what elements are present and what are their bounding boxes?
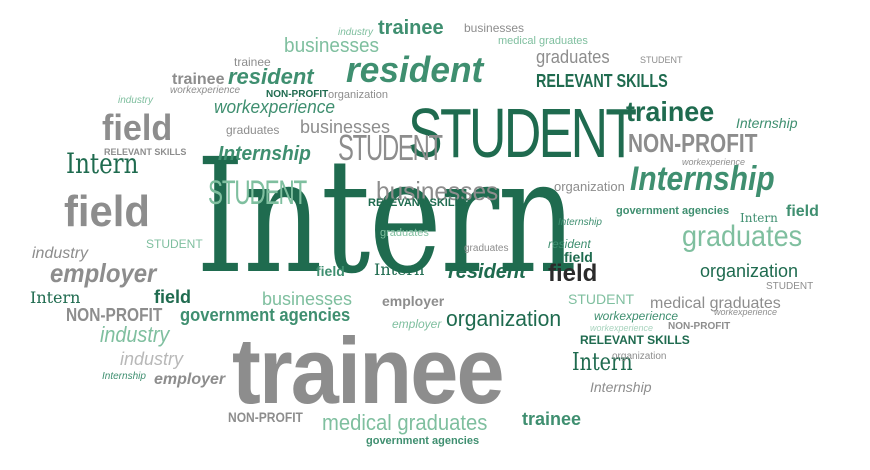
word-field-7: field xyxy=(564,249,593,265)
word-resident-2: resident xyxy=(228,64,314,89)
word-industry-5: industry xyxy=(118,95,154,106)
word-work-experience-2: workexperience xyxy=(170,85,241,96)
word-non-profit-3: NON-PROFIT xyxy=(228,409,303,425)
word-non-profit-5: NON-PROFIT xyxy=(668,321,731,332)
word-employer-3: employer xyxy=(382,293,445,309)
word-employer-4: employer xyxy=(392,317,442,331)
word-intern-4: Intern xyxy=(30,288,81,307)
word-graduates-2: graduates xyxy=(536,47,610,67)
word-employer-1: employer xyxy=(50,258,157,288)
word-student-5: STUDENT xyxy=(146,237,203,251)
word-intern-5: Intern xyxy=(374,260,425,279)
word-student-3: STUDENT xyxy=(208,174,307,212)
word-relevant-skills-4: RELEVANT SKILLS xyxy=(104,147,187,157)
word-resident-4: resident xyxy=(548,237,591,251)
word-relevant-skills-2: RELEVANT SKILLS xyxy=(580,333,690,347)
word-industry-4: industry xyxy=(338,27,374,38)
word-organization-3: organization xyxy=(554,179,625,194)
word-organization-2: organization xyxy=(700,261,799,281)
word-medical-graduates-3: medical graduates xyxy=(498,35,588,47)
word-industry-3: industry xyxy=(32,245,89,262)
word-resident: resident xyxy=(346,49,484,90)
word-organization-5: organization xyxy=(612,351,667,362)
word-non-profit-1: NON-PROFIT xyxy=(628,128,758,158)
word-field-5: field xyxy=(786,203,819,220)
word-field-6: field xyxy=(316,263,345,279)
word-student-2: STUDENT xyxy=(338,127,443,168)
word-graduates: graduates xyxy=(682,220,803,253)
word-field-3: field xyxy=(548,260,598,287)
word-field-4: field xyxy=(154,287,192,307)
word-graduates-3: graduates xyxy=(226,123,280,137)
word-trainee-6: trainee xyxy=(234,55,271,69)
word-non-profit-2: NON-PROFIT xyxy=(66,305,163,325)
word-internship-2: Internship xyxy=(218,143,311,165)
word-businesses-4: businesses xyxy=(262,289,353,309)
word-industry-2: industry xyxy=(120,349,184,369)
word-intern-3: Intern xyxy=(572,348,633,376)
word-businesses-3: businesses xyxy=(300,117,391,137)
word-government-agencies-1: government agencies xyxy=(180,305,351,325)
word-work-experience-1: workexperience xyxy=(214,97,336,117)
word-organization-4: organization xyxy=(328,89,388,101)
word-student-6: STUDENT xyxy=(766,281,814,292)
word-intern-2: Intern xyxy=(66,147,139,180)
word-non-profit-4: NON-PROFIT xyxy=(266,89,329,100)
word-internship-5: Internship xyxy=(102,371,146,382)
word-work-experience-4: workexperience xyxy=(714,307,778,317)
word-internship: Internship xyxy=(630,160,775,198)
word-organization-1: organization xyxy=(446,306,562,331)
word-student-main: STUDENT xyxy=(408,94,637,172)
word-government-agencies-2: government agencies xyxy=(616,205,730,217)
word-intern-6: Intern xyxy=(740,211,778,225)
word-work-experience-6: workexperience xyxy=(590,323,654,333)
word-graduates-5: graduates xyxy=(464,243,509,254)
word-trainee-4: trainee xyxy=(172,71,225,88)
word-trainee-3: trainee xyxy=(378,17,444,39)
word-businesses: businesses xyxy=(376,176,499,206)
word-businesses-2: businesses xyxy=(284,35,380,57)
word-internship-6: Internship xyxy=(558,217,602,228)
word-graduates-4: graduates xyxy=(380,227,429,239)
word-student-4: STUDENT xyxy=(568,291,635,307)
word-medical-graduates-1: medical graduates xyxy=(650,295,781,312)
word-field-2: field xyxy=(64,187,150,236)
word-relevant-skills-3: RELEVANT SKILLS xyxy=(368,197,469,209)
word-work-experience-5: workexperience xyxy=(682,157,746,167)
word-resident-3: resident xyxy=(448,261,526,283)
word-relevant-skills-1: RELEVANT SKILLS xyxy=(536,71,668,91)
word-government-agencies-3: government agencies xyxy=(366,435,480,447)
word-trainee-main: trainee xyxy=(232,318,505,423)
word-industry-1: industry xyxy=(100,322,170,347)
word-field-1: field xyxy=(102,107,173,148)
word-intern-main: Intern xyxy=(196,125,577,309)
word-employer-2: employer xyxy=(154,371,226,388)
word-businesses-5: businesses xyxy=(464,21,525,35)
word-work-experience-3: workexperience xyxy=(594,309,679,323)
word-medical-graduates-2: medical graduates xyxy=(322,410,488,435)
word-internship-4: Internship xyxy=(736,115,798,131)
word-trainee-2: trainee xyxy=(626,96,715,127)
word-trainee-5: trainee xyxy=(522,409,582,429)
word-student-7: STUDENT xyxy=(640,55,683,65)
word-internship-3: Internship xyxy=(590,379,652,395)
